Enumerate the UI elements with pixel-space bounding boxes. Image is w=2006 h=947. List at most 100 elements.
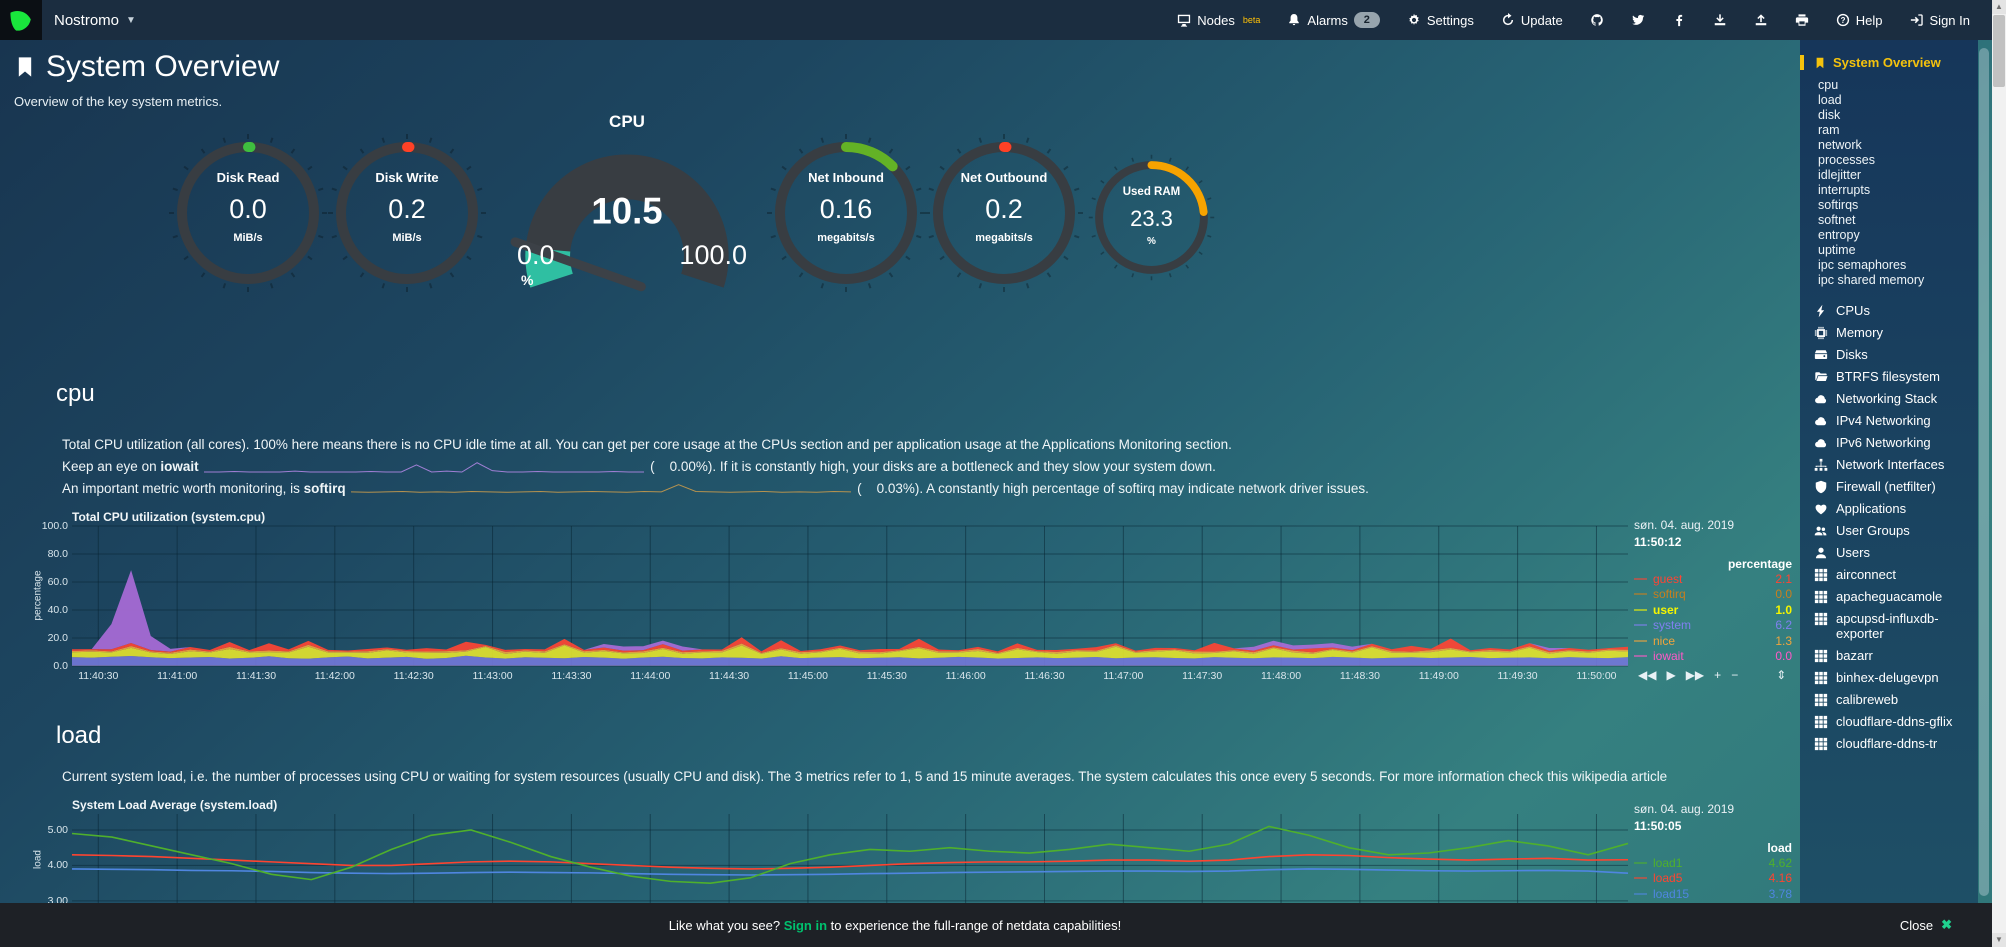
play-button[interactable]: ▶ xyxy=(1666,668,1676,682)
gauge-disk-read[interactable]: Disk Read 0.0 MiB/s xyxy=(163,128,333,298)
update-label: Update xyxy=(1520,12,1563,28)
legend-row-user[interactable]: user 1.0 xyxy=(1634,602,1792,618)
chevron-down-icon[interactable]: ▼ xyxy=(126,14,136,26)
zoom-out-button[interactable]: − xyxy=(1731,668,1739,682)
gauge-max: 100.0 xyxy=(679,240,747,270)
sidebar-item-cpu[interactable]: cpu xyxy=(1818,78,1839,92)
nodes-button[interactable]: Nodes beta xyxy=(1177,13,1260,28)
sidebar-item-label: calibreweb xyxy=(1836,692,1899,707)
sidebar-scrollbar-thumb[interactable] xyxy=(1979,48,1989,896)
import-button[interactable] xyxy=(1713,13,1727,27)
gauge-title: Disk Write xyxy=(375,170,439,185)
scrollbar-thumb[interactable] xyxy=(1993,15,2005,87)
pan-forward-button[interactable]: ▶▶ xyxy=(1685,668,1705,682)
sidebar-item-applications[interactable]: Applications xyxy=(1814,501,1978,516)
sidebar-item-btrfs-filesystem[interactable]: BTRFS filesystem xyxy=(1814,369,1978,384)
sidebar-item-user-groups[interactable]: User Groups xyxy=(1814,523,1978,538)
settings-button[interactable]: Settings xyxy=(1407,13,1474,28)
sidebar-item-label: BTRFS filesystem xyxy=(1836,369,1941,384)
load-chart: System Load Average (system.load) load 5… xyxy=(30,790,1795,947)
gauge-net-outbound[interactable]: Net Outbound 0.2 megabits/s xyxy=(919,128,1089,298)
sidebar-item-network[interactable]: network xyxy=(1818,138,1862,152)
sidebar-item-calibreweb[interactable]: calibreweb xyxy=(1814,692,1978,707)
sidebar-item-processes[interactable]: processes xyxy=(1818,153,1875,167)
sidebar-item-cpus[interactable]: CPUs xyxy=(1814,303,1978,318)
sidebar-item-cloudflare-ddns-tr[interactable]: cloudflare-ddns-tr xyxy=(1814,736,1978,751)
legend-row-guest[interactable]: guest 2.1 xyxy=(1634,571,1792,587)
page-scrollbar[interactable]: ▲ ▼ xyxy=(1992,0,2006,947)
legend-row-system[interactable]: system 6.2 xyxy=(1634,618,1792,634)
scroll-down-arrow[interactable]: ▼ xyxy=(1992,933,2006,947)
signin-icon xyxy=(1910,13,1924,27)
sidebar-item-interrupts[interactable]: interrupts xyxy=(1818,183,1871,197)
github-button[interactable] xyxy=(1590,13,1604,27)
sidebar-item-load[interactable]: load xyxy=(1818,93,1842,107)
cpu-plot-area[interactable] xyxy=(72,525,1628,667)
sidebar-item-disks[interactable]: Disks xyxy=(1814,347,1978,362)
sidebar-item-disk[interactable]: disk xyxy=(1818,108,1841,122)
refresh-icon xyxy=(1501,13,1515,27)
sidebar-item-softnet[interactable]: softnet xyxy=(1818,213,1856,227)
sidebar-item-ram[interactable]: ram xyxy=(1818,123,1840,137)
gauge-net-inbound[interactable]: Net Inbound 0.16 megabits/s xyxy=(761,128,931,298)
resize-handle[interactable]: ⇕ xyxy=(1776,668,1787,682)
signin-button[interactable]: Sign In xyxy=(1910,13,1970,28)
gauge-used-ram[interactable]: Used RAM 23.3 % xyxy=(1084,150,1219,285)
sidebar-item-label: User Groups xyxy=(1836,523,1910,538)
legend-row-softirq[interactable]: softirq 0.0 xyxy=(1634,587,1792,603)
help-button[interactable]: Help xyxy=(1836,13,1883,28)
sidebar-item-ipv4-networking[interactable]: IPv4 Networking xyxy=(1814,413,1978,428)
sidebar-item-label: Firewall (netfilter) xyxy=(1836,479,1936,494)
sidebar-item-cloudflare-ddns-gflix[interactable]: cloudflare-ddns-gflix xyxy=(1814,714,1978,729)
legend-row-load15[interactable]: load15 3.78 xyxy=(1634,886,1792,902)
sidebar-item-entropy[interactable]: entropy xyxy=(1818,228,1860,242)
sidebar-item-apacheguacamole[interactable]: apacheguacamole xyxy=(1814,589,1978,604)
github-icon xyxy=(1590,13,1604,27)
cloud-icon xyxy=(1814,436,1828,450)
sidebar-item-ipc-shared-memory[interactable]: ipc shared memory xyxy=(1818,273,1925,287)
legend-row-nice[interactable]: nice 1.3 xyxy=(1634,633,1792,649)
sidebar-item-firewall[interactable]: Firewall (netfilter) xyxy=(1814,479,1978,494)
sidebar-item-network-interfaces[interactable]: Network Interfaces xyxy=(1814,457,1978,472)
sidebar-item-apcupsd-influxdb-exporter[interactable]: apcupsd-influxdb-exporter xyxy=(1814,611,1978,641)
sidebar-item-label: apcupsd-influxdb-exporter xyxy=(1836,611,1939,641)
netdata-logo[interactable] xyxy=(0,0,42,40)
export-button[interactable] xyxy=(1754,13,1768,27)
gauge-cpu[interactable]: CPU 10.5 0.0 100.0 % xyxy=(505,112,749,312)
sidebar-item-label: IPv4 Networking xyxy=(1836,413,1931,428)
sidebar-item-memory[interactable]: Memory xyxy=(1814,325,1978,340)
sidebar-item-ipc-semaphores[interactable]: ipc semaphores xyxy=(1818,258,1907,272)
sidebar-item-users[interactable]: Users xyxy=(1814,545,1978,560)
sidebar-item-networking-stack[interactable]: Networking Stack xyxy=(1814,391,1978,406)
sidebar-item-airconnect[interactable]: airconnect xyxy=(1814,567,1978,582)
hostname-dropdown[interactable]: Nostromo xyxy=(54,11,120,29)
sidebar-item-binhex-delugevpn[interactable]: binhex-delugevpn xyxy=(1814,670,1978,685)
facebook-button[interactable] xyxy=(1672,13,1686,27)
zoom-in-button[interactable]: + xyxy=(1714,668,1722,682)
sidebar-item-idlejitter[interactable]: idlejitter xyxy=(1818,168,1862,182)
legend-row-iowait[interactable]: iowait 0.0 xyxy=(1634,649,1792,665)
legend-header: percentage xyxy=(1727,557,1792,571)
print-button[interactable] xyxy=(1795,13,1809,27)
pan-backward-button[interactable]: ◀◀ xyxy=(1638,668,1657,682)
settings-label: Settings xyxy=(1426,12,1474,28)
sidebar-item-system-overview[interactable]: System Overview xyxy=(1800,55,1978,70)
legend-row-load1[interactable]: load1 4.62 xyxy=(1634,855,1792,871)
sidebar-item-uptime[interactable]: uptime xyxy=(1818,243,1856,257)
gauge-disk-write[interactable]: Disk Write 0.2 MiB/s xyxy=(322,128,492,298)
alarms-button[interactable]: Alarms 2 xyxy=(1287,12,1380,28)
signin-link[interactable]: Sign in xyxy=(783,917,828,933)
sidebar-item-softirqs[interactable]: softirqs xyxy=(1818,198,1859,212)
legend-header: load xyxy=(1767,841,1792,855)
sidebar-item-ipv6-networking[interactable]: IPv6 Networking xyxy=(1814,435,1978,450)
update-button[interactable]: Update xyxy=(1501,13,1563,28)
twitter-button[interactable] xyxy=(1631,13,1645,27)
close-banner-button[interactable]: Close ✖ xyxy=(1900,917,1952,933)
scroll-up-arrow[interactable]: ▲ xyxy=(1992,0,2006,14)
sidebar-item-label: bazarr xyxy=(1836,648,1873,663)
gauge-value: 10.5 xyxy=(591,191,662,232)
y-axis-ticks: 5.00 4.00 3.00 xyxy=(47,823,68,907)
legend-row-load5[interactable]: load5 4.16 xyxy=(1634,871,1792,887)
grid-icon xyxy=(1814,568,1828,582)
sidebar-item-bazarr[interactable]: bazarr xyxy=(1814,648,1978,663)
